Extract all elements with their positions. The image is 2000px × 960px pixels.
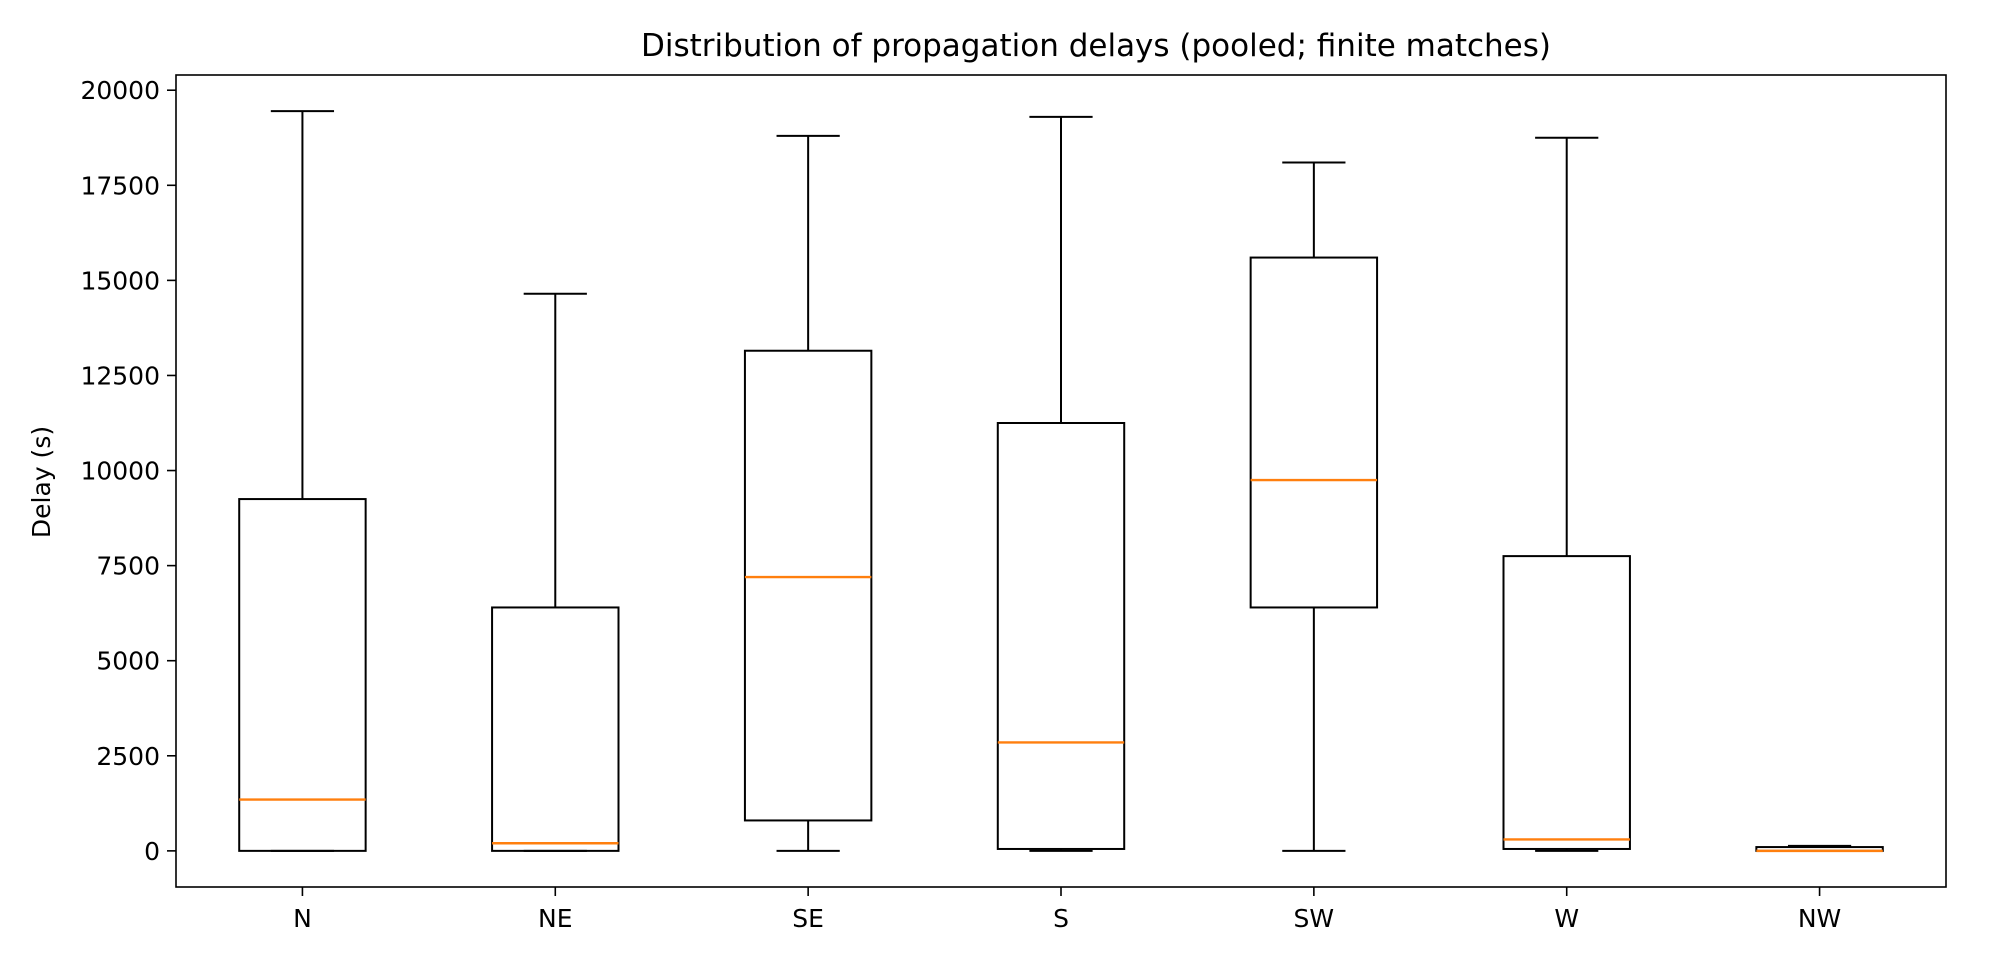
iqr-box	[996, 422, 1126, 850]
x-tick-label: SW	[1294, 904, 1335, 933]
x-tick-label: S	[1053, 904, 1069, 933]
x-axis-ticks: N NE SE S SW W NW	[293, 887, 1841, 933]
box-nw	[1755, 844, 1884, 853]
iqr-box	[743, 349, 873, 822]
y-tick-label: 15000	[80, 266, 160, 295]
iqr-box	[238, 498, 367, 852]
box-ne	[491, 292, 620, 852]
x-tick-label: SE	[792, 904, 824, 933]
iqr-box	[491, 606, 620, 852]
y-axis-ticks: 0 2500 5000 7500 10000 12500 15000 17500 20000	[80, 76, 176, 866]
y-tick-label: 17500	[80, 171, 160, 200]
y-tick-label: 5000	[96, 647, 160, 676]
y-tick-label: 20000	[80, 76, 160, 105]
iqr-box	[1502, 555, 1631, 850]
chart-title: Distribution of propagation delays (pool…	[641, 28, 1551, 64]
x-tick-label: NW	[1798, 904, 1841, 933]
iqr-box	[1249, 256, 1379, 609]
y-tick-label: 0	[144, 837, 160, 866]
y-tick-label: 7500	[96, 552, 160, 581]
x-tick-label: NE	[538, 904, 573, 933]
box-series	[238, 110, 1884, 853]
box-w	[1502, 136, 1631, 852]
box-s	[996, 115, 1126, 852]
y-tick-label: 2500	[96, 742, 160, 771]
box-sw	[1249, 161, 1379, 852]
x-tick-label: W	[1554, 904, 1579, 933]
y-axis-label: Delay (s)	[27, 426, 56, 538]
x-tick-label: N	[293, 904, 312, 933]
box-n	[238, 110, 367, 852]
box-se	[743, 134, 873, 852]
y-tick-label: 12500	[80, 361, 160, 390]
y-tick-label: 10000	[80, 457, 160, 486]
